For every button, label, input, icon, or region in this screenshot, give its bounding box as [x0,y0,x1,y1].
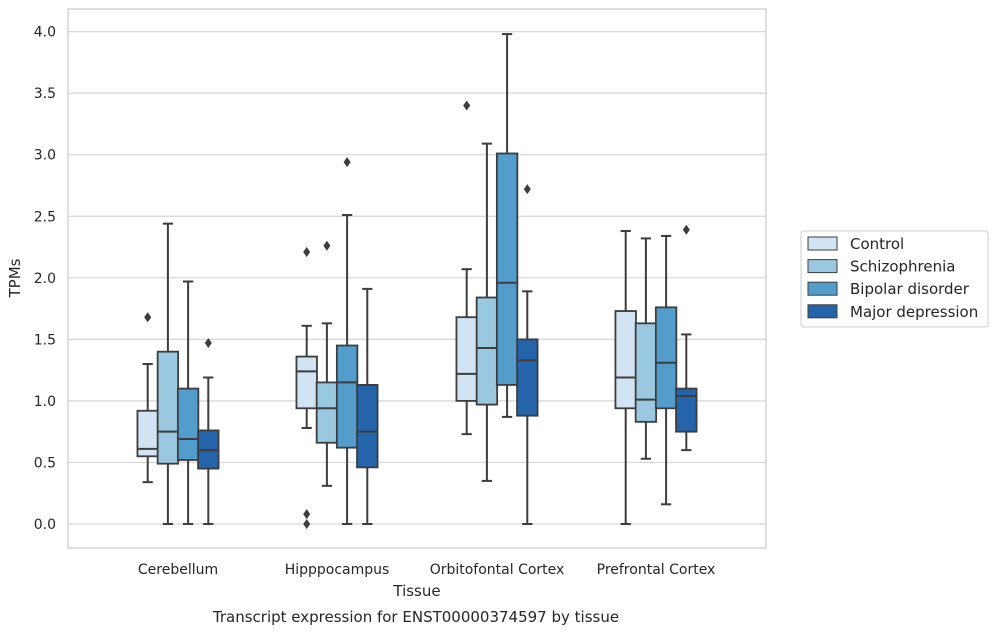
legend-swatch [807,304,838,319]
box-body [634,322,658,423]
legend-label: Bipolar disorder [850,280,970,298]
outlier-point [303,246,311,257]
box-body [675,387,698,433]
box-group [197,338,220,525]
box-group [675,224,698,452]
box-body [516,338,539,417]
outlier-point [463,100,471,111]
box-body [356,383,379,469]
box-group [335,157,359,525]
legend-label: Schizophrenia [850,258,955,276]
y-tick-label: 0.5 [34,455,56,471]
y-tick-label: 0.0 [34,517,56,533]
x-tick-label: Prefrontal Cortex [597,562,716,578]
y-tick-label: 3.0 [34,148,56,164]
box-group [315,240,339,487]
y-tick-label: 1.0 [34,394,56,410]
box-group [455,100,478,436]
box-group [356,287,379,525]
box-group [156,222,180,525]
x-tick-label: Hipppocampus [285,562,390,578]
plot-frame [67,8,767,549]
legend-swatch [807,259,838,274]
box-body [495,152,519,386]
y-tick-label: 3.5 [34,86,56,102]
box-body [176,387,200,461]
y-axis-title: TPMs [6,258,24,298]
outlier-point [303,519,311,529]
outlier-point [204,338,212,349]
box-body [654,306,678,410]
box-body [614,310,637,410]
box-group [516,184,539,525]
chart-caption: Transcript expression for ENST0000037459… [212,608,619,626]
outlier-point [343,157,351,168]
box-group [475,142,499,482]
x-tick-label: Cerebellum [138,562,218,578]
outlier-point [682,224,690,235]
y-tick-labels: 0.0 0.5 1.0 1.5 2.0 2.5 3.0 3.5 4.0 [34,25,56,533]
x-tick-label: Orbitofontal Cortex [430,562,565,578]
y-tick-label: 2.0 [34,271,56,287]
legend: Control Schizophrenia Bipolar disorder Majo… [800,230,989,328]
box-body [335,344,359,449]
box-layer [136,33,698,529]
y-tick-label: 2.5 [34,209,56,225]
box-body [475,296,499,406]
y-tick-label: 1.5 [34,332,56,348]
box-group [136,312,159,484]
box-group [614,230,637,525]
x-axis-title: Tissue [392,582,440,600]
box-group [654,234,678,506]
outlier-point [144,312,152,323]
box-body [455,316,478,402]
y-tick-label: 4.0 [34,25,56,41]
legend-frame [800,230,989,328]
x-tick-labels: Cerebellum Hipppocampus Orbitofontal Corte… [138,562,715,578]
box-group [295,246,318,529]
legend-swatch [807,236,838,251]
legend-label: Major depression [850,303,978,321]
box-body [295,355,318,410]
box-body [156,350,180,465]
outlier-point [303,509,311,520]
outlier-point [523,184,531,195]
box-group [634,237,658,460]
box-group [495,33,519,418]
legend-swatch [807,281,838,296]
outlier-point [323,240,331,251]
box-group [176,280,200,525]
box-body [315,381,339,444]
legend-label: Control [850,235,904,253]
